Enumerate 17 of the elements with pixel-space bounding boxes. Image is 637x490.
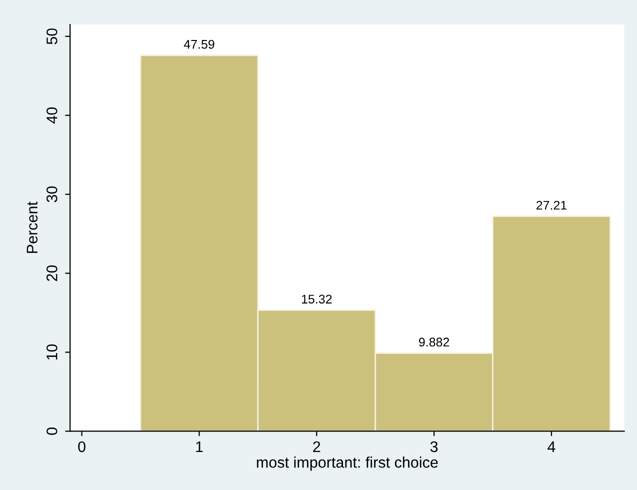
y-tick-label: 0: [46, 428, 58, 435]
data-label: 15.32: [302, 294, 332, 304]
data-label: 9.882: [419, 338, 450, 347]
y-tick-label: 10: [46, 344, 58, 360]
x-tick-label: 3: [430, 441, 438, 452]
y-tick-label: 20: [46, 265, 58, 281]
y-tick-label: 50: [46, 28, 58, 44]
x-tick-label: 2: [313, 441, 320, 452]
y-tick-label: 40: [46, 107, 58, 124]
x-tick-label: 4: [548, 441, 556, 452]
y-axis-title: Percent: [26, 202, 38, 253]
x-tick-label: 0: [78, 441, 86, 452]
y-tick-label: 30: [46, 186, 58, 202]
x-tick-label: 1: [196, 441, 203, 452]
data-label: 47.59: [184, 40, 214, 49]
data-label: 27.21: [536, 200, 566, 210]
x-axis-title: most important: first choice: [256, 456, 438, 471]
